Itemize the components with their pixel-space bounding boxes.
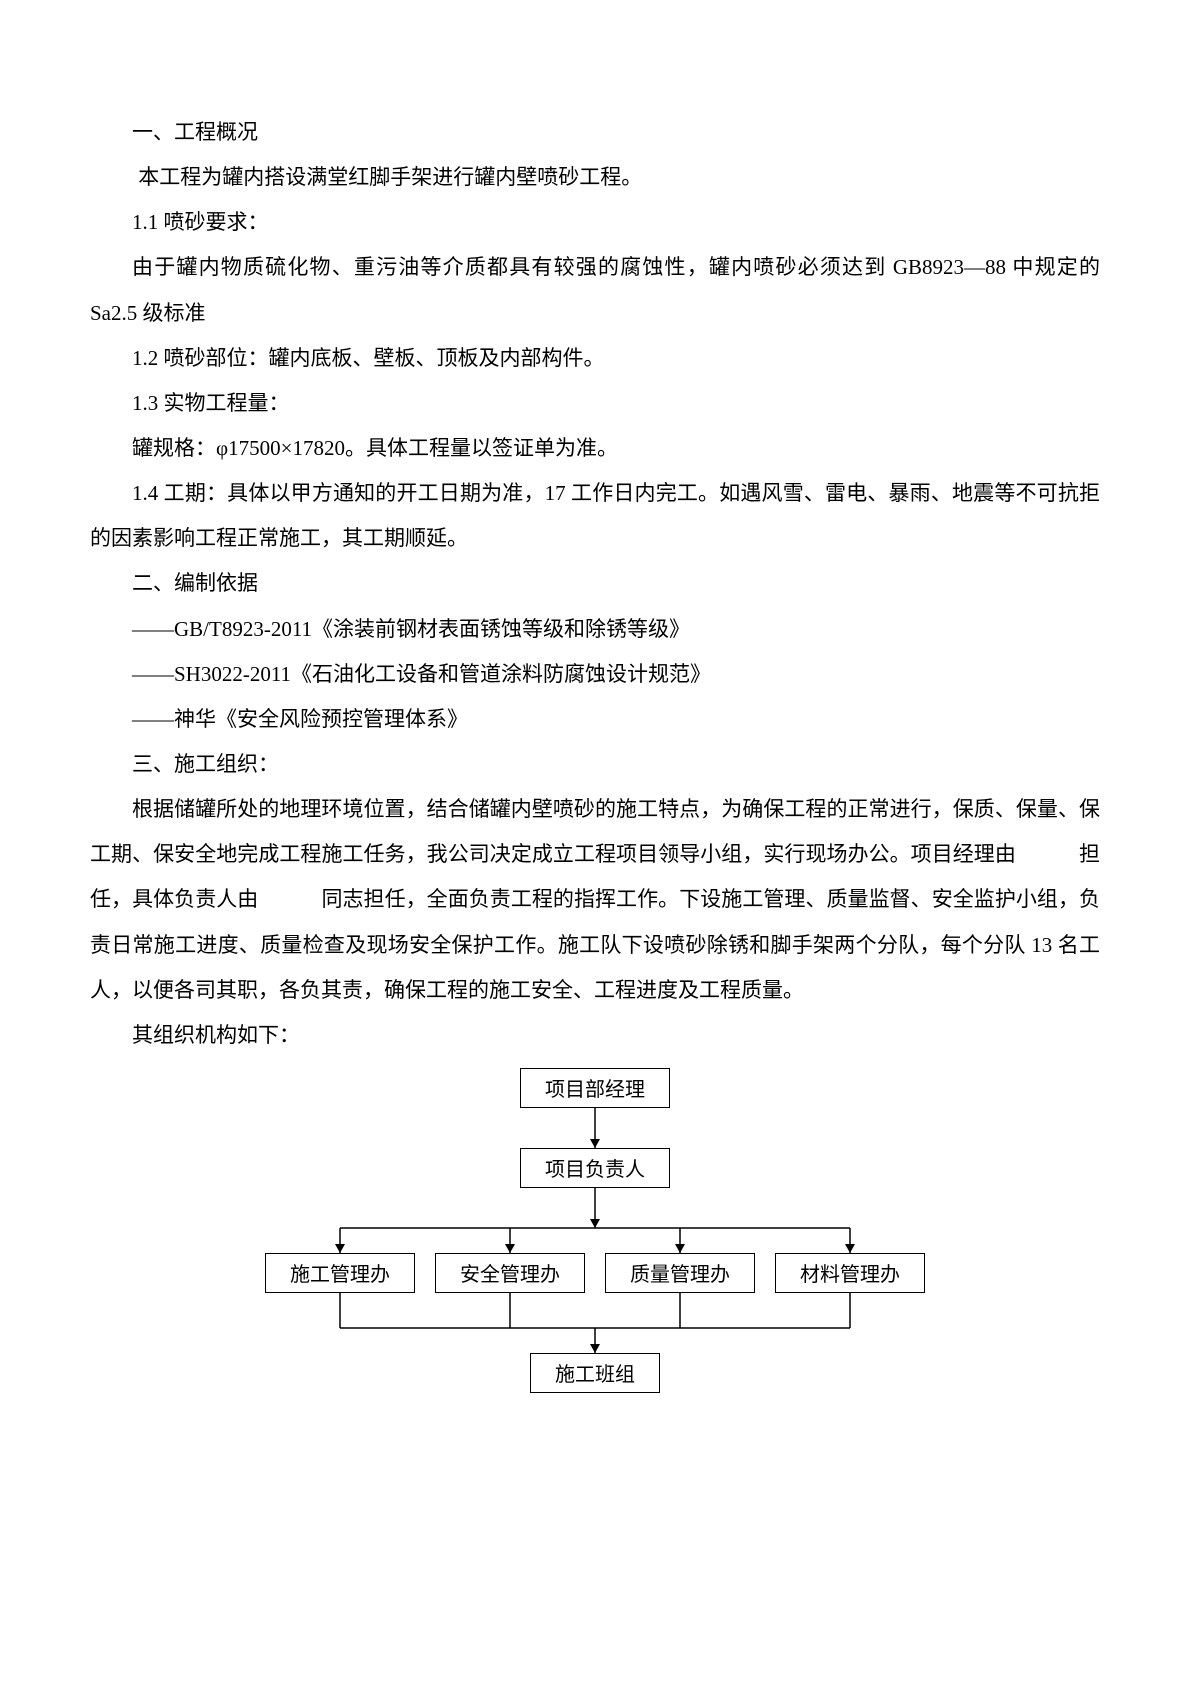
p-3-org-intro: 其组织机构如下： bbox=[90, 1013, 1100, 1058]
section-2-title: 二、编制依据 bbox=[90, 561, 1100, 606]
reference-2: SH3022-2011《石油化工设备和管道涂料防腐蚀设计规范》 bbox=[90, 652, 1100, 697]
org-chart: 项目部经理项目负责人施工管理办安全管理办质量管理办材料管理办施工班组 bbox=[90, 1068, 1100, 1388]
org-node-n3: 施工管理办 bbox=[265, 1253, 415, 1293]
org-node-n2: 项目负责人 bbox=[520, 1148, 670, 1188]
org-node-n4: 安全管理办 bbox=[435, 1253, 585, 1293]
p-3-body: 根据储罐所处的地理环境位置，结合储罐内壁喷砂的施工特点，为确保工程的正常进行，保… bbox=[90, 787, 1100, 1013]
section-3-title: 三、施工组织： bbox=[90, 742, 1100, 787]
document-body: 一、工程概况 本工程为罐内搭设满堂红脚手架进行罐内壁喷砂工程。 1.1 喷砂要求… bbox=[90, 110, 1100, 1388]
section-1-title: 一、工程概况 bbox=[90, 110, 1100, 155]
reference-1: GB/T8923-2011《涂装前钢材表面锈蚀等级和除锈等级》 bbox=[90, 607, 1100, 652]
p-1-1-body: 由于罐内物质硫化物、重污油等介质都具有较强的腐蚀性，罐内喷砂必须达到 GB892… bbox=[90, 245, 1100, 335]
org-node-n5: 质量管理办 bbox=[605, 1253, 755, 1293]
p-1-2: 1.2 喷砂部位：罐内底板、壁板、顶板及内部构件。 bbox=[90, 336, 1100, 381]
org-node-n6: 材料管理办 bbox=[775, 1253, 925, 1293]
intro-paragraph: 本工程为罐内搭设满堂红脚手架进行罐内壁喷砂工程。 bbox=[90, 155, 1100, 200]
org-node-n1: 项目部经理 bbox=[520, 1068, 670, 1108]
p-1-4: 1.4 工期：具体以甲方通知的开工日期为准，17 工作日内完工。如遇风雪、雷电、… bbox=[90, 471, 1100, 561]
p-1-1-head: 1.1 喷砂要求： bbox=[90, 200, 1100, 245]
org-node-n7: 施工班组 bbox=[530, 1353, 660, 1393]
reference-3: 神华《安全风险预控管理体系》 bbox=[90, 697, 1100, 742]
p-1-3-body: 罐规格：φ17500×17820。具体工程量以签证单为准。 bbox=[90, 426, 1100, 471]
p-1-3-head: 1.3 实物工程量： bbox=[90, 381, 1100, 426]
